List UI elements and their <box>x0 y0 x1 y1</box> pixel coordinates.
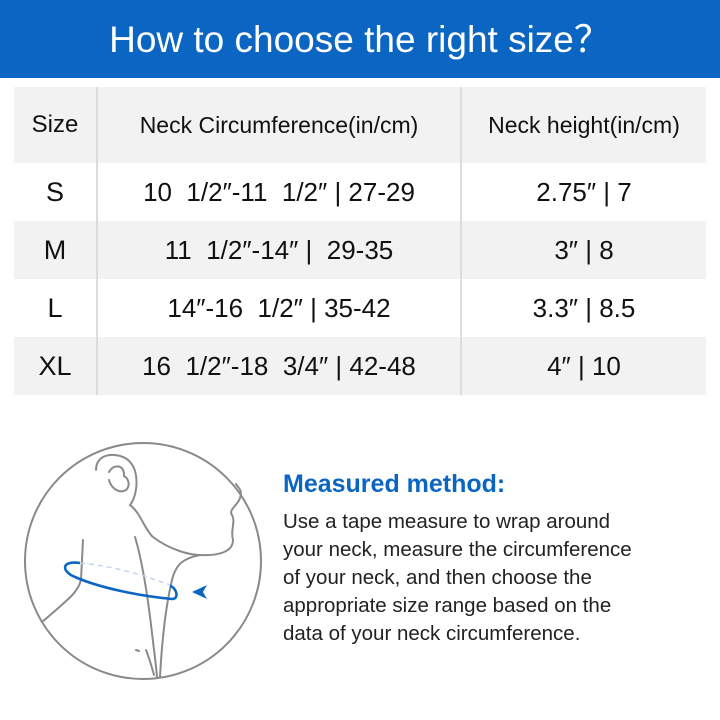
size-cell: XL <box>14 337 98 395</box>
front-neck-line <box>159 554 201 678</box>
column-header-circumference: Neck Circumference(in/cm) <box>98 87 462 163</box>
back-neck-line <box>41 539 84 623</box>
method-line: data of your neck circumference. <box>283 622 581 645</box>
circumference-cell: 14″-16 1/2″ | 35-42 <box>98 279 462 337</box>
table-row: S 10 1/2″-11 1/2″ | 27-29 2.75″ | 7 <box>14 163 706 221</box>
ear-icon <box>108 465 130 493</box>
tape-measure-loop <box>63 561 178 601</box>
size-table: Size Neck Circumference(in/cm) Neck heig… <box>14 87 706 395</box>
trachea-line <box>134 536 158 678</box>
table-row: XL 16 1/2″-18 3/4″ | 42-48 4″ | 10 <box>14 337 706 395</box>
head-outline <box>95 453 201 556</box>
method-title: Measured method: <box>283 470 506 498</box>
column-header-size: Size <box>14 87 98 163</box>
size-cell: L <box>14 279 98 337</box>
table-header-row: Size Neck Circumference(in/cm) Neck heig… <box>14 87 706 163</box>
height-cell: 3.3″ | 8.5 <box>532 292 636 323</box>
height-cell: 3″ | 8 <box>554 234 614 265</box>
circumference-cell: 11 1/2″-14″ | 29-35 <box>98 221 462 279</box>
height-cell: 4″ | 10 <box>547 350 621 381</box>
method-description: Use a tape measure to wrap around your n… <box>283 508 713 648</box>
method-line: your neck, measure the circumference <box>283 538 632 561</box>
arrow-left-icon <box>192 585 207 599</box>
method-line: Use a tape measure to wrap around <box>283 510 611 533</box>
method-line: appropriate size range based on the <box>283 594 612 617</box>
circumference-cell: 16 1/2″-18 3/4″ | 42-48 <box>98 337 462 395</box>
size-cell: M <box>14 221 98 279</box>
face-profile <box>199 483 242 557</box>
header-banner: How to choose the right size？ <box>0 0 720 78</box>
height-cell: 2.75″ | 7 <box>536 176 632 207</box>
column-header-height: Neck height(in/cm) <box>488 111 680 138</box>
table-row: L 14″-16 1/2″ | 35-42 3.3″ | 8.5 <box>14 279 706 337</box>
illustration-circle <box>24 442 262 680</box>
collar-line <box>135 649 155 676</box>
size-cell: S <box>14 163 98 221</box>
tape-back-dashed <box>79 562 171 586</box>
method-line: of your neck, and then choose the <box>283 566 592 589</box>
circumference-cell: 10 1/2″-11 1/2″ | 27-29 <box>98 163 462 221</box>
page-title: How to choose the right size？ <box>109 19 611 60</box>
table-row: M 11 1/2″-14″ | 29-35 3″ | 8 <box>14 221 706 279</box>
neck-measurement-illustration <box>24 442 262 680</box>
